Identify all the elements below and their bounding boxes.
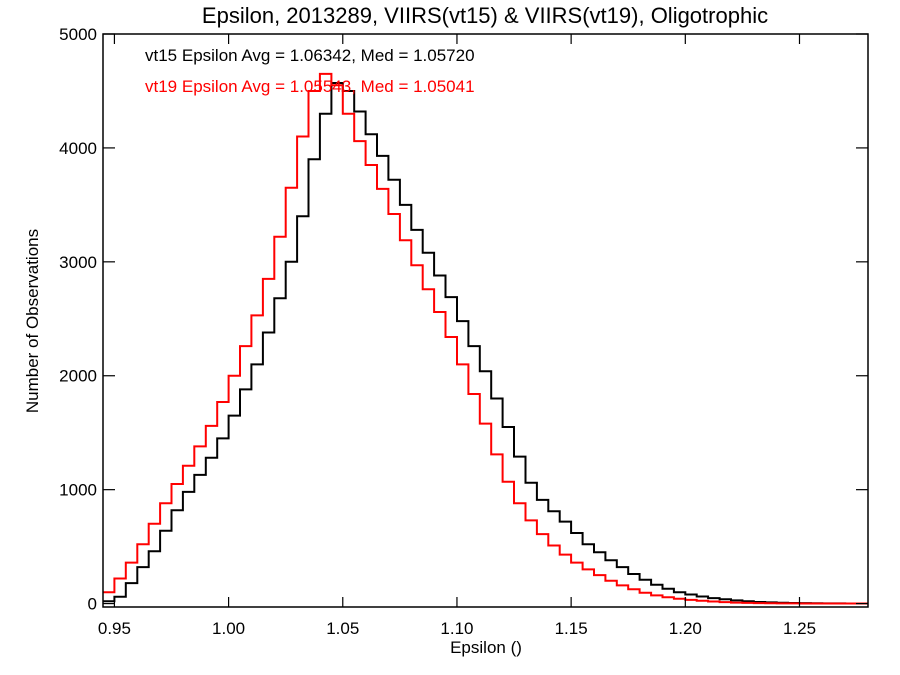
x-tick-label: 0.95 <box>98 619 131 638</box>
series-layer <box>103 72 868 605</box>
y-tick-label: 2000 <box>59 367 97 386</box>
y-tick-label: 0 <box>88 595 97 614</box>
y-tick-label: 3000 <box>59 253 97 272</box>
series-line-2 <box>103 72 868 605</box>
x-tick-label: 1.00 <box>212 619 245 638</box>
annotation-vt15: vt15 Epsilon Avg = 1.06342, Med = 1.0572… <box>145 46 475 65</box>
y-tick-label: 4000 <box>59 139 97 158</box>
x-tick-label: 1.15 <box>555 619 588 638</box>
y-tick-label: 1000 <box>59 481 97 500</box>
series-line-1 <box>103 82 868 605</box>
ticks-layer: 0.95 1.00 1.05 1.10 1.15 1.20 1.25 0 1000 2000 300… <box>59 25 868 638</box>
x-tick-label: 1.10 <box>440 619 473 638</box>
chart-title: Epsilon, 2013289, VIIRS(vt15) & VIIRS(vt… <box>202 3 768 28</box>
x-tick-label: 1.05 <box>326 619 359 638</box>
annotation-vt19: vt19 Epsilon Avg = 1.05543, Med = 1.0504… <box>145 77 475 96</box>
y-tick-label: 5000 <box>59 25 97 44</box>
x-tick-label: 1.25 <box>783 619 816 638</box>
plot-frame <box>102 33 869 608</box>
x-tick-label: 1.20 <box>669 619 702 638</box>
y-axis-label: Number of Observations <box>23 229 42 413</box>
x-axis-label: Epsilon () <box>450 638 522 657</box>
